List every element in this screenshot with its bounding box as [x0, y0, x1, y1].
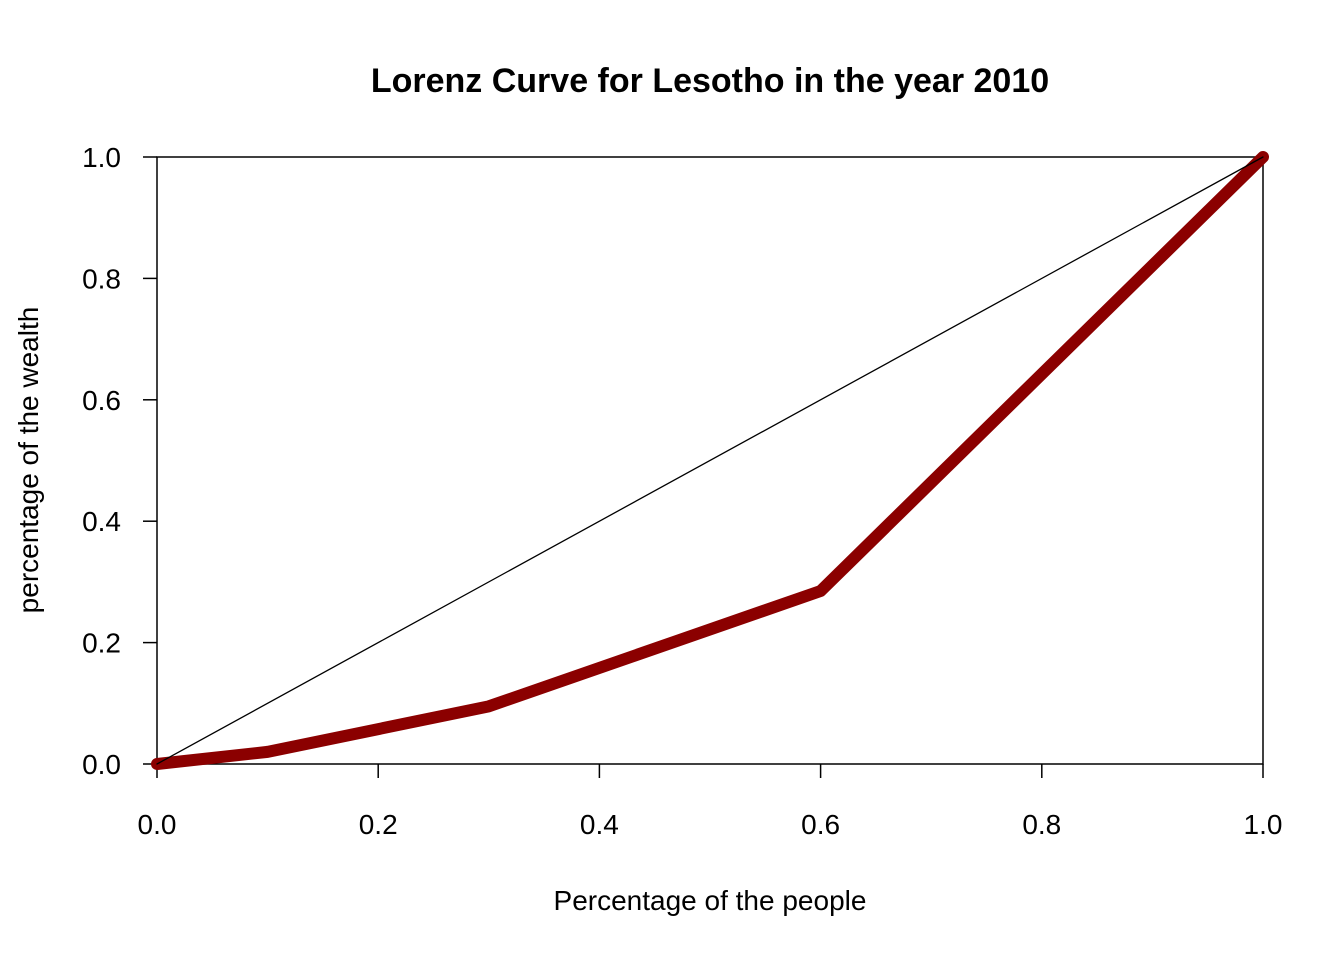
x-tick-label: 0.8: [1022, 809, 1061, 840]
y-tick-label: 0.6: [82, 385, 121, 416]
chart-title: Lorenz Curve for Lesotho in the year 201…: [371, 62, 1049, 100]
x-tick-label: 0.6: [801, 809, 840, 840]
y-tick-label: 0.2: [82, 628, 121, 659]
y-axis: 0.0 0.2 0.4 0.6 0.8 1.0: [82, 142, 157, 780]
y-axis-label: percentage of the wealth: [13, 307, 44, 614]
lorenz-curve-line: [151, 151, 1269, 770]
y-tick-label: 0.8: [82, 263, 121, 294]
equality-line: [156, 156, 1264, 765]
series-layer: [151, 151, 1269, 770]
x-tick-label: 1.0: [1244, 809, 1283, 840]
x-tick-label: 0.0: [138, 809, 177, 840]
plot-frame: [156, 156, 1264, 765]
y-tick-label: 1.0: [82, 142, 121, 173]
x-tick-label: 0.4: [580, 809, 619, 840]
x-tick-label: 0.2: [359, 809, 398, 840]
x-axis-label: Percentage of the people: [554, 885, 867, 916]
x-axis: 0.0 0.2 0.4 0.6 0.8 1.0: [138, 764, 1283, 840]
y-tick-label: 0.0: [82, 749, 121, 780]
y-tick-label: 0.4: [82, 506, 121, 537]
